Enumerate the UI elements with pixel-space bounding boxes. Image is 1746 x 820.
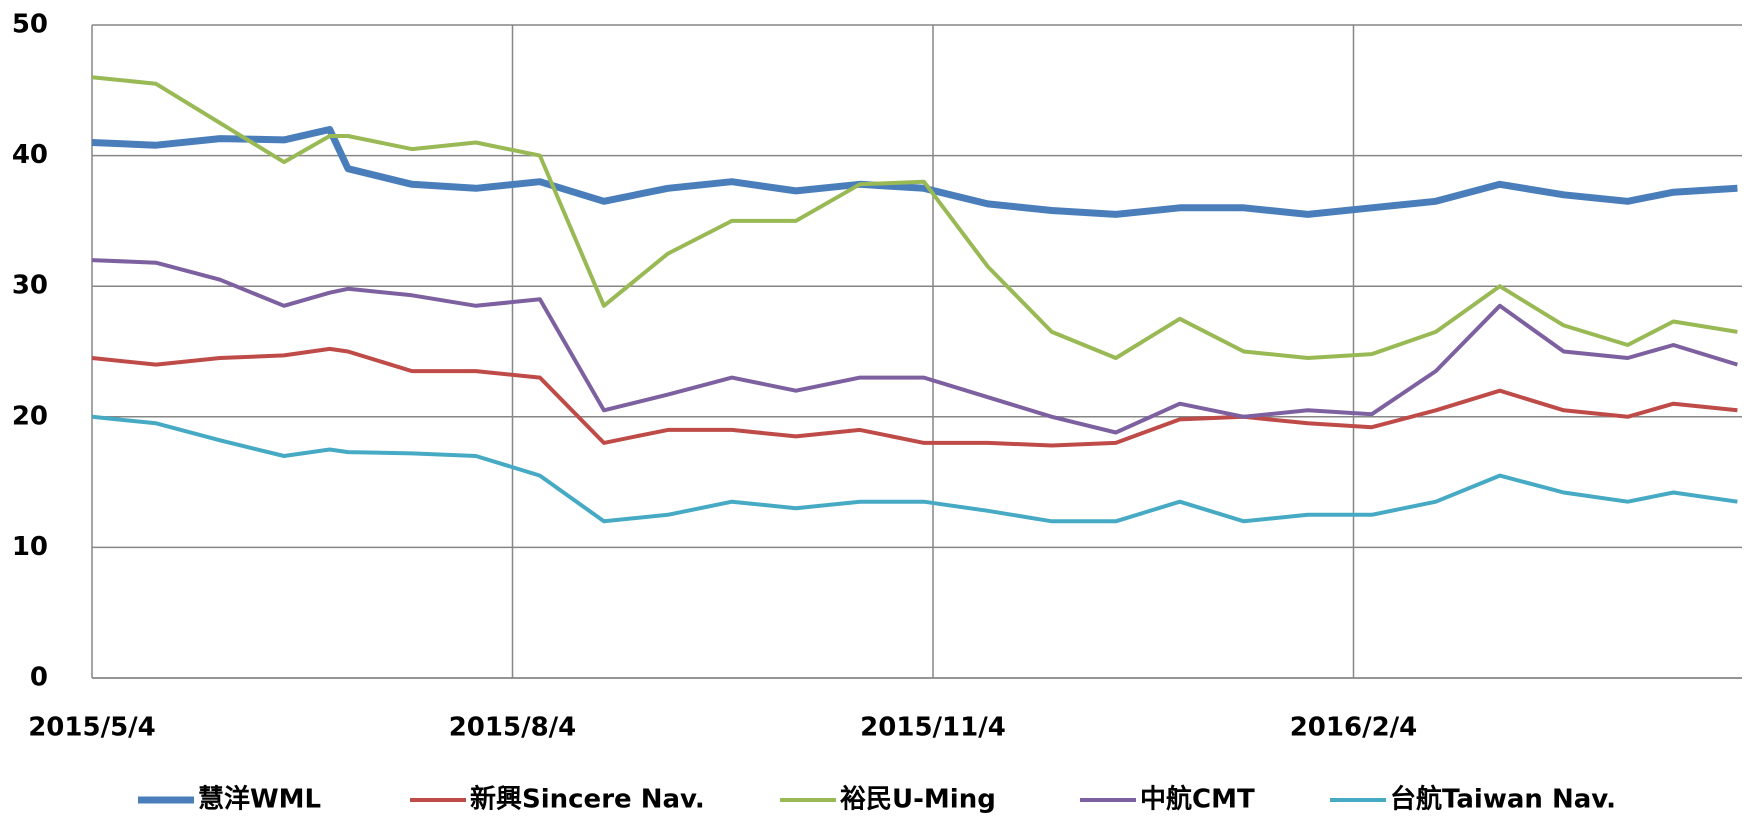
- x-tick-label: 2015/5/4: [28, 713, 156, 743]
- legend-label: 慧洋WML: [198, 784, 321, 815]
- y-tick-label: 20: [12, 401, 48, 431]
- series-line: [91, 346, 1738, 448]
- legend-label: 新興Sincere Nav.: [470, 784, 705, 815]
- legend-label: 裕民U-Ming: [840, 784, 996, 815]
- y-tick-label: 30: [12, 271, 48, 301]
- x-tick-label: 2015/11/4: [860, 713, 1006, 743]
- legend-label: 中航CMT: [1140, 784, 1255, 815]
- series-line: [91, 258, 1738, 435]
- series-line: [91, 75, 1738, 360]
- y-tick-label: 40: [12, 140, 48, 170]
- x-tick-label: 2015/8/4: [449, 713, 577, 743]
- legend-label: 台航Taiwan Nav.: [1390, 784, 1616, 815]
- y-tick-label: 50: [12, 10, 48, 40]
- series-line: [91, 414, 1738, 524]
- y-tick-label: 0: [30, 663, 48, 693]
- series-line: [91, 126, 1738, 218]
- x-tick-label: 2016/2/4: [1290, 713, 1418, 743]
- y-tick-label: 10: [12, 532, 48, 562]
